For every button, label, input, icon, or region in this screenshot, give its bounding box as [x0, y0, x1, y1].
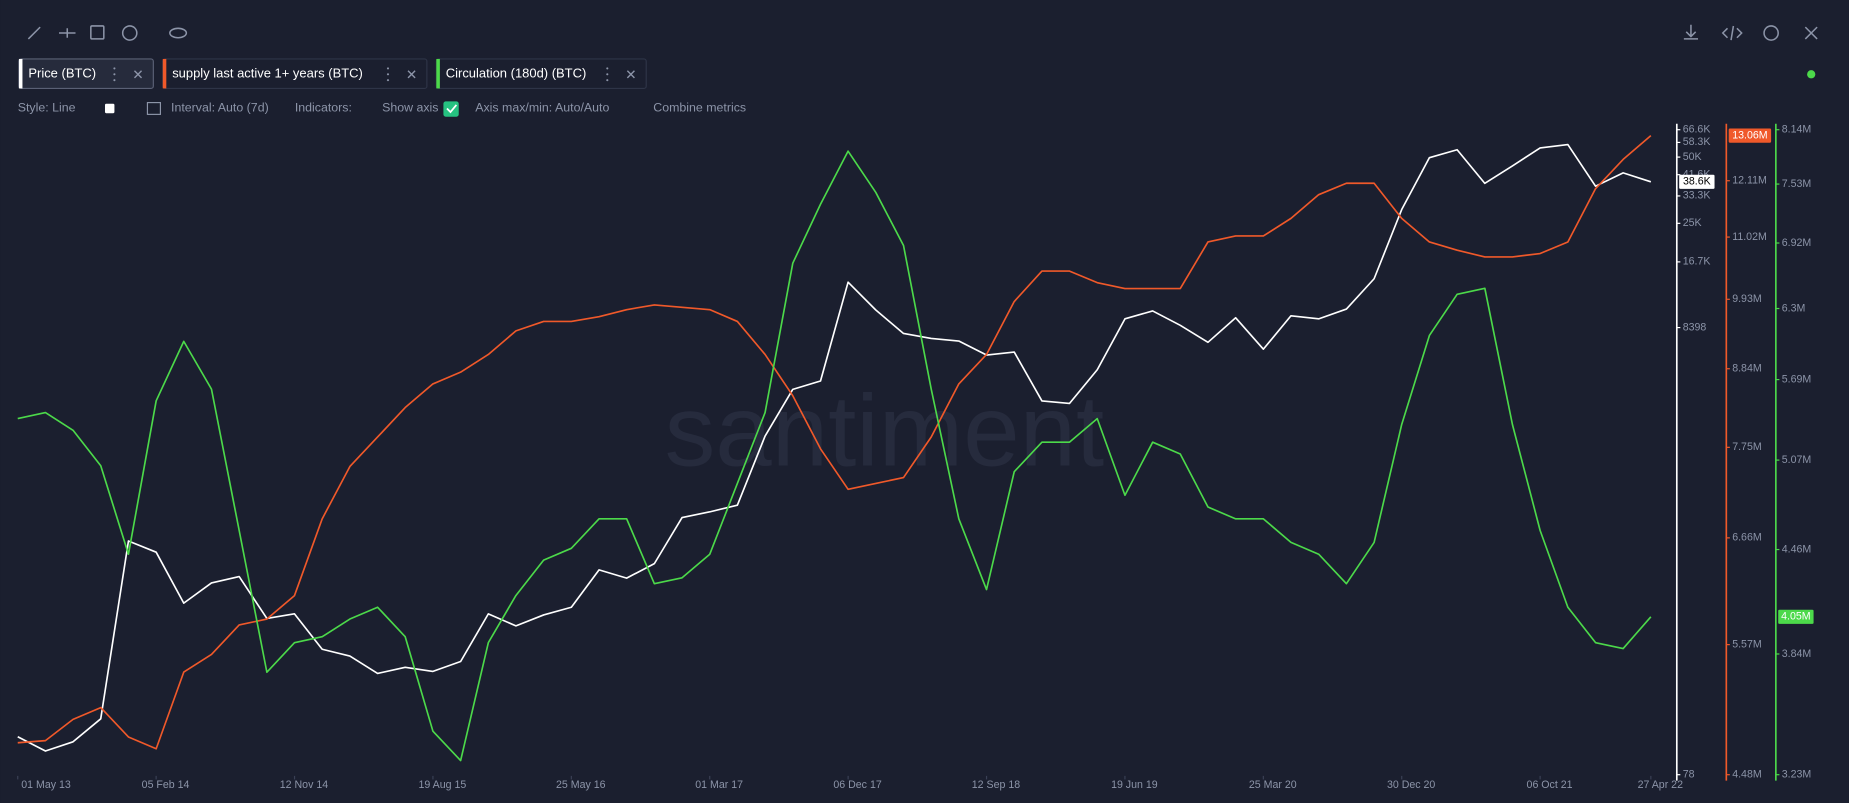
- y-tick-label: 9.93M: [1732, 293, 1762, 305]
- x-tick-label: 12 Sep 18: [972, 779, 1020, 791]
- y-tick-label: 16.7K: [1683, 256, 1711, 268]
- y-tick-label: 7.53M: [1782, 178, 1812, 190]
- check: [446, 104, 458, 114]
- show-axis-checkbox[interactable]: [443, 101, 459, 117]
- style-select[interactable]: Style: Line: [18, 101, 76, 115]
- y-tick-label: 5.57M: [1732, 638, 1762, 650]
- interval-icon: [146, 101, 162, 115]
- y-tick-label: 8.14M: [1782, 124, 1812, 136]
- y-tick-label: 8.84M: [1732, 363, 1762, 375]
- y-tick-label: 6.92M: [1782, 237, 1812, 249]
- current-value-badge: [1679, 174, 1715, 189]
- tab-label: Circulation (180d) (BTC): [446, 66, 587, 81]
- tab-menu-dot[interactable]: [113, 67, 116, 70]
- current-value-label: 38.6K: [1683, 176, 1711, 188]
- tab-menu-dot[interactable]: [386, 67, 390, 70]
- tab-menu-dot[interactable]: [113, 73, 116, 76]
- tab-menu-dot[interactable]: [386, 79, 390, 82]
- show-axis[interactable]: Show axis: [382, 101, 438, 115]
- y-tick-label: 3.84M: [1782, 648, 1812, 660]
- y-tick-label: 11.02M: [1732, 231, 1767, 243]
- download[interactable]: [1683, 24, 1699, 40]
- tab-color-bar: [18, 58, 23, 89]
- interval-select[interactable]: Interval: Auto (7d): [171, 101, 269, 115]
- current-value-label: 4.05M: [1781, 611, 1811, 623]
- settings[interactable]: [1763, 25, 1779, 41]
- hline-tool[interactable]: [59, 28, 76, 38]
- y-tick-label: 5.07M: [1782, 454, 1812, 466]
- y-tick-label: 58.3K: [1683, 136, 1711, 148]
- x-tick-label: 30 Dec 20: [1387, 779, 1435, 791]
- tab-close[interactable]: [133, 70, 143, 79]
- color-swatch[interactable]: [104, 103, 115, 114]
- axis-range[interactable]: Axis max/min: Auto/Auto: [475, 101, 609, 115]
- y-tick-label: 3.23M: [1782, 768, 1812, 780]
- y-tick-label: 33.3K: [1683, 190, 1711, 202]
- note-tool[interactable]: [90, 25, 105, 40]
- tab-menu-dot[interactable]: [606, 67, 609, 70]
- combine-metrics[interactable]: Combine metrics: [653, 101, 746, 115]
- y-tick-label: 4.48M: [1732, 768, 1762, 780]
- toolbar-icons[interactable]: [27, 24, 1818, 41]
- emoji-tool[interactable]: [121, 25, 138, 41]
- tab-close[interactable]: [626, 70, 635, 79]
- y-tick-label: 5.69M: [1782, 373, 1812, 385]
- y-tick-label: 6.66M: [1732, 532, 1762, 544]
- tab-menu-dot[interactable]: [113, 79, 116, 82]
- status-dot: [1807, 70, 1816, 79]
- y-tick-label: 6.3M: [1782, 302, 1806, 314]
- x-tick-label: 06 Dec 17: [833, 779, 881, 791]
- x-tick-label: 19 Aug 15: [418, 779, 466, 791]
- watermark: santiment: [665, 374, 1105, 487]
- tab-color-bar: [436, 58, 440, 89]
- x-tick-label: 27 Apr 22: [1638, 779, 1684, 791]
- y-tick-label: 8398: [1683, 321, 1707, 333]
- current-value-badge: [1728, 128, 1772, 143]
- y-tick-label: 78: [1683, 768, 1695, 780]
- indicators-select[interactable]: Indicators:: [295, 101, 352, 115]
- y-tick-label: 50K: [1683, 151, 1702, 163]
- x-tick-label: 01 May 13: [21, 779, 71, 791]
- embed[interactable]: [1721, 25, 1743, 41]
- y-tick-label: 12.11M: [1732, 175, 1767, 187]
- x-tick-label: 25 May 16: [556, 779, 606, 791]
- tab-label: supply last active 1+ years (BTC): [172, 66, 363, 81]
- x-tick-label: 12 Nov 14: [280, 779, 328, 791]
- x-tick-label: 25 Mar 20: [1249, 779, 1297, 791]
- series-line: [17, 150, 1652, 762]
- x-tick-label: 05 Feb 14: [142, 779, 190, 791]
- y-tick-label: 4.46M: [1782, 543, 1812, 555]
- y-tick-label: 66.6K: [1683, 124, 1711, 136]
- line-tool[interactable]: [27, 26, 41, 40]
- series-line: [17, 134, 1652, 750]
- tab-color-bar: [162, 58, 167, 89]
- tab-label: Price (BTC): [28, 66, 96, 81]
- x-tick-label: 06 Oct 21: [1527, 779, 1573, 791]
- x-tick-label: 01 Mar 17: [695, 779, 743, 791]
- tab-close[interactable]: [407, 70, 416, 79]
- y-tick-label: 25K: [1683, 217, 1702, 229]
- series-line: [17, 143, 1652, 752]
- close[interactable]: [1804, 26, 1818, 40]
- current-value-label: 13.06M: [1732, 129, 1767, 141]
- tab-menu-dot[interactable]: [606, 73, 609, 76]
- tab-menu-dot[interactable]: [386, 73, 390, 76]
- current-value-badge: [1778, 609, 1814, 624]
- visibility-toggle[interactable]: [169, 27, 188, 39]
- y-tick-label: 7.75M: [1732, 441, 1762, 453]
- x-tick-label: 19 Jun 19: [1111, 779, 1158, 791]
- tab-menu-dot[interactable]: [606, 79, 609, 82]
